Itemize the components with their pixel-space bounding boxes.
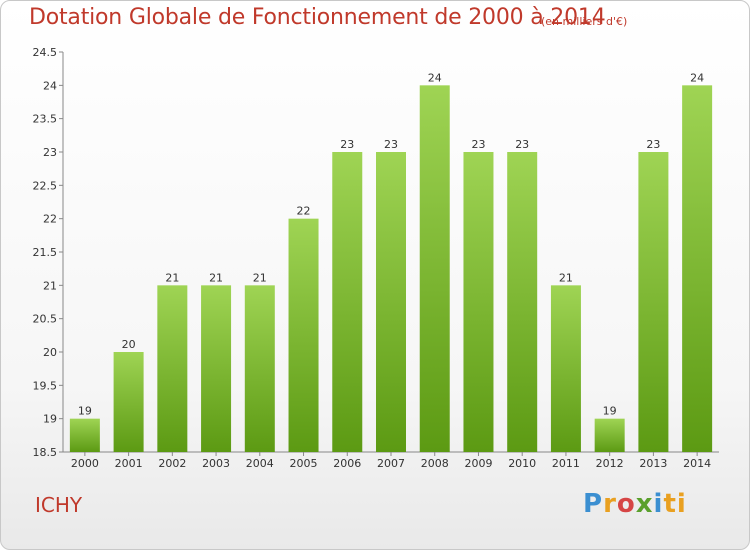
y-tick-label: 22.5 — [33, 179, 58, 192]
data-label-2001: 20 — [122, 338, 136, 351]
bar-2007 — [376, 152, 406, 452]
data-label-2003: 21 — [209, 271, 223, 284]
data-label-2012: 19 — [603, 405, 617, 418]
data-label-2014: 24 — [690, 71, 704, 84]
bar-2008 — [419, 85, 450, 452]
data-label-2007: 23 — [384, 138, 398, 151]
bar-2000 — [69, 418, 100, 452]
y-tick-label: 22 — [43, 213, 57, 226]
data-label-2008: 24 — [428, 71, 442, 84]
y-tick-label: 21.5 — [33, 246, 58, 259]
bar-2009 — [463, 152, 494, 452]
x-tick-label-2011: 2011 — [552, 457, 580, 470]
bar-2011 — [550, 285, 581, 452]
y-tick-label: 18.5 — [33, 446, 58, 459]
y-tick-label: 21 — [43, 279, 57, 292]
y-tick-label: 20.5 — [33, 313, 58, 326]
bar-2010 — [507, 152, 538, 452]
data-label-2010: 23 — [515, 138, 529, 151]
x-tick-label-2002: 2002 — [158, 457, 186, 470]
y-tick-label: 19.5 — [33, 379, 58, 392]
y-tick-label: 23 — [43, 146, 57, 159]
x-tick-label-2003: 2003 — [202, 457, 230, 470]
chart-title: Dotation Globale de Fonctionnement de 20… — [29, 5, 606, 30]
y-tick-label: 24.5 — [33, 46, 58, 59]
bar-2012 — [594, 418, 625, 452]
x-tick-label-2009: 2009 — [464, 457, 492, 470]
data-label-2013: 23 — [646, 138, 660, 151]
x-tick-label-2004: 2004 — [246, 457, 274, 470]
bar-2005 — [288, 218, 319, 452]
x-tick-label-2008: 2008 — [421, 457, 449, 470]
x-tick-label-2012: 2012 — [596, 457, 624, 470]
data-label-2006: 23 — [340, 138, 354, 151]
x-tick-label-2000: 2000 — [71, 457, 99, 470]
y-tick-label: 19 — [43, 413, 57, 426]
data-label-2002: 21 — [165, 271, 179, 284]
data-label-2004: 21 — [253, 271, 267, 284]
bar-2014 — [682, 85, 713, 452]
x-tick-label-2013: 2013 — [639, 457, 667, 470]
bar-2003 — [201, 285, 232, 452]
data-label-2005: 22 — [297, 205, 311, 218]
bar-2013 — [638, 152, 669, 452]
commune-name: ICHY — [35, 493, 83, 517]
x-tick-label-2014: 2014 — [683, 457, 711, 470]
x-tick-label-2005: 2005 — [290, 457, 318, 470]
bar-2002 — [157, 285, 188, 452]
x-tick-label-2001: 2001 — [115, 457, 143, 470]
data-label-2009: 23 — [471, 138, 485, 151]
x-tick-label-2006: 2006 — [333, 457, 361, 470]
y-tick-label: 23.5 — [33, 113, 58, 126]
proxiti-logo: Proxiti — [583, 489, 687, 519]
y-tick-label: 24 — [43, 79, 57, 92]
data-label-2011: 21 — [559, 271, 573, 284]
data-label-2000: 19 — [78, 405, 92, 418]
chart-subtitle: (en milliers d'€) — [541, 15, 628, 28]
y-tick-label: 20 — [43, 346, 57, 359]
bar-2004 — [244, 285, 275, 452]
x-tick-label-2007: 2007 — [377, 457, 405, 470]
bar-2001 — [113, 352, 144, 452]
x-tick-label-2010: 2010 — [508, 457, 536, 470]
bar-2006 — [332, 152, 363, 452]
